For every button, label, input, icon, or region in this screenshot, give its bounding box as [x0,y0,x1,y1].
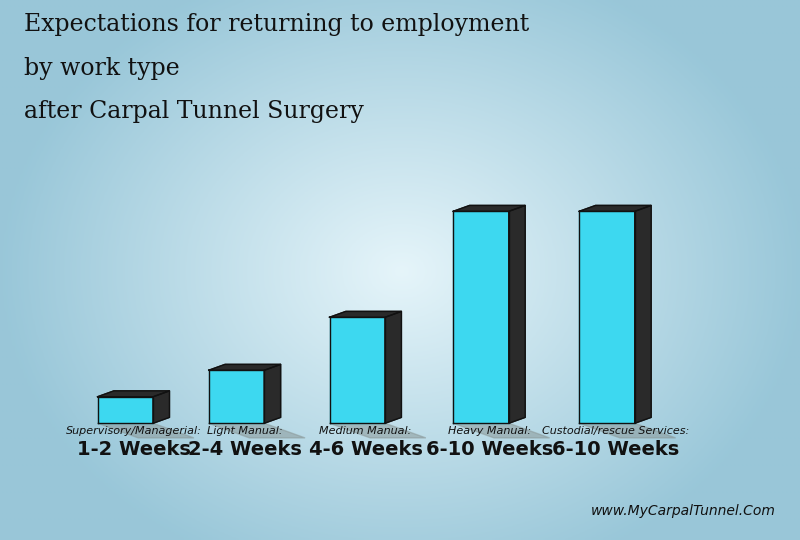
Text: 6-10 Weeks: 6-10 Weeks [551,440,679,459]
Text: 2-4 Weeks: 2-4 Weeks [188,440,302,459]
Polygon shape [209,423,305,438]
Text: Supervisory/Managerial:: Supervisory/Managerial: [66,427,202,436]
Polygon shape [330,423,426,438]
Polygon shape [579,423,675,438]
Polygon shape [509,205,525,423]
Text: Light Manual:: Light Manual: [207,427,282,436]
Polygon shape [579,211,635,423]
Text: 6-10 Weeks: 6-10 Weeks [426,440,553,459]
Polygon shape [153,391,170,423]
Text: by work type: by work type [24,57,180,80]
Text: Custodial/rescue Services:: Custodial/rescue Services: [542,427,689,436]
Polygon shape [579,205,651,211]
Text: www.MyCarpalTunnel.Com: www.MyCarpalTunnel.Com [591,504,776,518]
Polygon shape [209,364,281,370]
Polygon shape [98,397,153,423]
Text: Medium Manual:: Medium Manual: [319,427,412,436]
Text: Expectations for returning to employment: Expectations for returning to employment [24,14,530,37]
Polygon shape [264,364,281,423]
Text: 4-6 Weeks: 4-6 Weeks [309,440,422,459]
Polygon shape [209,370,264,423]
Polygon shape [330,318,385,423]
Polygon shape [330,312,402,318]
Polygon shape [98,391,170,397]
Polygon shape [454,211,509,423]
Text: 1-2 Weeks: 1-2 Weeks [77,440,190,459]
Polygon shape [385,312,402,423]
Polygon shape [635,205,651,423]
Text: Heavy Manual:: Heavy Manual: [448,427,530,436]
Polygon shape [454,423,550,438]
Polygon shape [454,205,525,211]
Polygon shape [98,423,194,438]
Text: after Carpal Tunnel Surgery: after Carpal Tunnel Surgery [24,100,364,123]
